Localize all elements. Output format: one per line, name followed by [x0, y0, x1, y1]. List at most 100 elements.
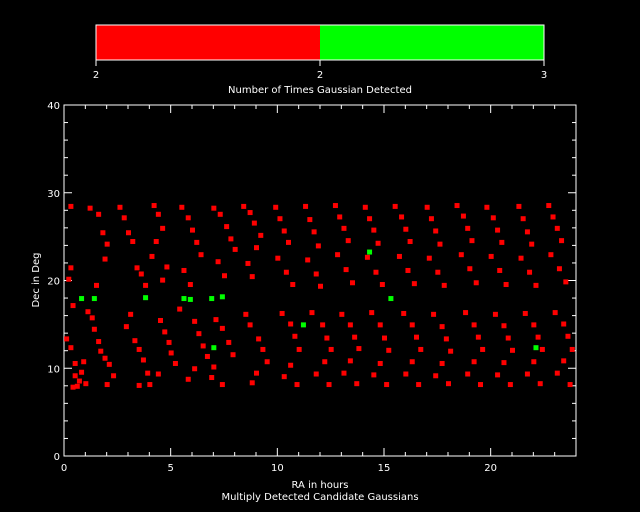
data-point-red: [382, 335, 387, 341]
data-point-red: [458, 252, 464, 258]
data-point-red: [215, 259, 221, 265]
data-point-red: [529, 241, 535, 247]
data-point-red: [354, 381, 360, 387]
data-point-red: [204, 353, 210, 359]
data-point-red: [503, 282, 509, 288]
data-point-red: [162, 329, 168, 335]
data-point-red: [89, 315, 95, 321]
data-point-red: [465, 371, 471, 377]
data-point-red: [145, 370, 151, 376]
data-point-red: [217, 211, 223, 217]
data-point-red: [87, 205, 93, 211]
data-point-red: [79, 369, 85, 375]
data-point-red: [347, 358, 353, 364]
data-point-red: [465, 225, 471, 231]
data-point-red: [307, 217, 313, 223]
data-point-red: [439, 360, 445, 366]
data-point-red: [147, 382, 153, 388]
data-point-red: [245, 260, 251, 266]
data-point-red: [123, 324, 129, 330]
data-point-red: [328, 346, 334, 352]
data-point-red: [224, 224, 230, 230]
data-point-red: [407, 239, 413, 245]
data-point-red: [136, 346, 142, 352]
data-point-red: [281, 374, 287, 380]
data-point-red: [132, 338, 138, 344]
data-point-red: [68, 345, 74, 351]
data-point-red: [277, 216, 283, 222]
data-point-red: [190, 227, 195, 233]
data-point-red: [213, 317, 219, 323]
data-point-red: [495, 372, 501, 378]
data-point-red: [431, 311, 437, 317]
data-point-red: [81, 359, 87, 365]
data-point-red: [258, 232, 264, 238]
data-point-red: [518, 255, 524, 261]
data-point-red: [222, 273, 227, 279]
data-point-red: [315, 243, 321, 249]
data-point-red: [311, 229, 317, 235]
data-point-red: [554, 370, 560, 376]
data-point-red: [548, 252, 554, 258]
data-point-red: [283, 269, 289, 275]
data-point-red: [181, 267, 187, 273]
data-point-red: [100, 230, 106, 236]
data-point-red: [341, 370, 347, 376]
data-point-red: [362, 204, 368, 210]
data-point-red: [433, 373, 439, 379]
data-point-red: [352, 334, 358, 340]
data-points: [64, 203, 575, 390]
data-point-red: [318, 283, 323, 289]
data-point-red: [296, 346, 302, 352]
data-point-red: [516, 203, 522, 209]
data-point-red: [510, 347, 515, 353]
x-tick-label: 10: [271, 463, 284, 474]
data-point-red: [70, 303, 76, 309]
data-point-red: [384, 382, 390, 388]
data-point-red: [520, 216, 526, 222]
data-point-red: [403, 226, 409, 232]
colorbar-tick-label: 3: [541, 70, 547, 81]
data-point-red: [448, 348, 454, 354]
colorbar-segment-green: [320, 25, 544, 60]
data-point-red: [70, 384, 76, 390]
data-point-red: [192, 366, 198, 372]
data-point-red: [196, 331, 202, 337]
data-point-red: [437, 241, 443, 247]
data-point-red: [424, 204, 430, 210]
data-point-green: [388, 296, 394, 302]
y-tick-label: 40: [47, 101, 60, 112]
data-point-red: [426, 255, 432, 261]
data-point-red: [294, 382, 300, 388]
data-point-red: [460, 213, 466, 219]
data-point-red: [326, 382, 332, 388]
data-point-red: [469, 238, 475, 244]
data-point-red: [192, 318, 198, 324]
data-point-red: [172, 360, 178, 366]
data-point-red: [279, 310, 285, 316]
data-point-red: [198, 252, 204, 258]
chart-title: Multiply Detected Candidate Gaussians: [221, 492, 418, 503]
data-point-red: [153, 239, 159, 245]
data-point-red: [249, 274, 255, 280]
data-point-red: [435, 269, 441, 275]
data-point-red: [471, 359, 477, 365]
data-point-red: [411, 281, 417, 287]
data-point-red: [230, 352, 236, 358]
data-point-red: [251, 220, 257, 226]
data-point-red: [243, 311, 249, 317]
data-point-red: [428, 216, 434, 222]
data-point-red: [554, 225, 560, 231]
data-point-red: [441, 282, 447, 288]
y-axis-label: Dec in Deg: [31, 252, 42, 307]
data-point-red: [396, 253, 402, 259]
data-point-red: [72, 360, 78, 366]
data-point-red: [168, 350, 174, 356]
data-point-red: [219, 325, 225, 331]
data-point-red: [531, 359, 537, 365]
data-point-red: [535, 334, 541, 340]
data-point-red: [499, 239, 505, 245]
data-point-red: [478, 382, 483, 388]
data-point-red: [121, 215, 127, 221]
data-point-green: [79, 296, 85, 302]
